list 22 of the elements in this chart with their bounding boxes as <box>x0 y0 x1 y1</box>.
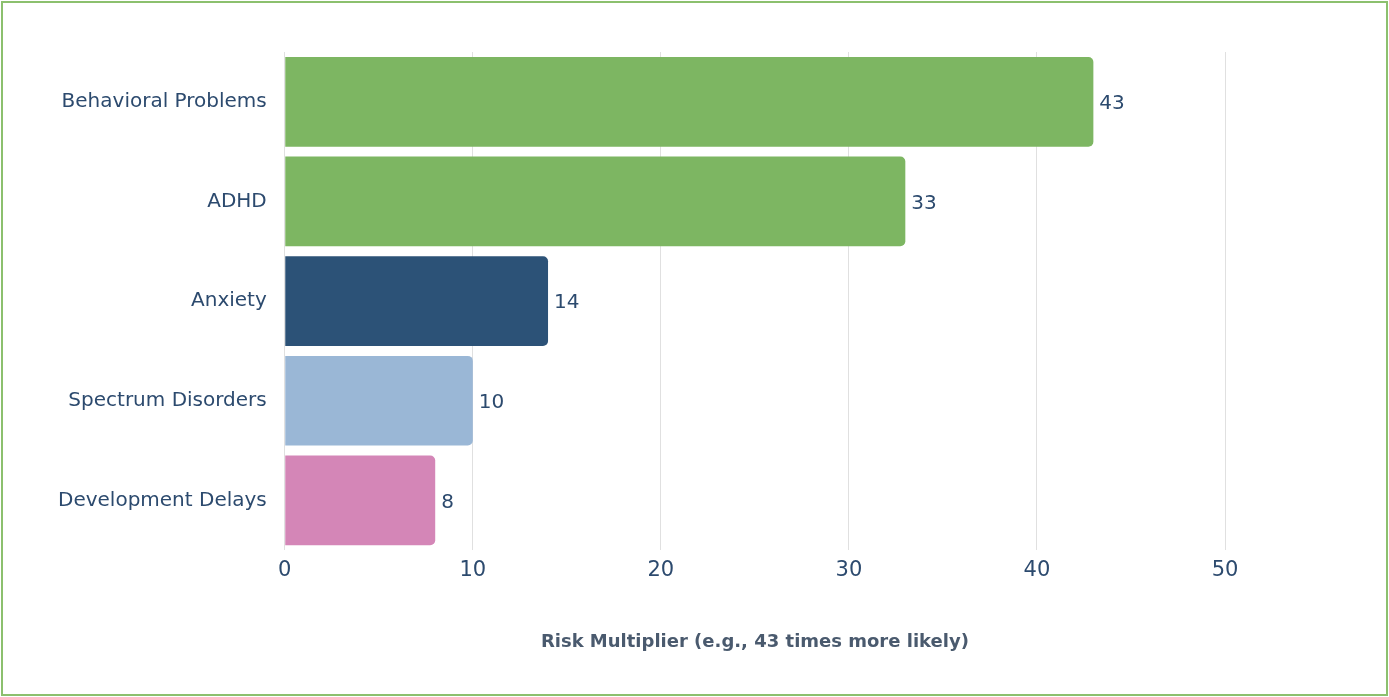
bar <box>285 455 436 546</box>
x-tick-label: 10 <box>459 557 487 582</box>
y-tick-label: ADHD <box>207 187 267 212</box>
data-label: 10 <box>478 388 505 413</box>
y-tick-label: Behavioral Problems <box>61 88 267 113</box>
y-tick-label: Development Delays <box>57 486 267 511</box>
bar <box>285 256 549 346</box>
bar <box>285 56 1094 147</box>
x-tick-label: 0 <box>278 557 292 582</box>
x-tick-label: 30 <box>835 557 863 582</box>
x-tick-label: 40 <box>1023 557 1051 582</box>
bar <box>285 156 906 247</box>
data-label: 33 <box>911 189 937 214</box>
y-tick-label: Spectrum Disorders <box>68 386 267 411</box>
x-axis-title: Risk Multiplier (e.g., 43 times more likely) <box>540 629 969 651</box>
bar <box>285 355 473 446</box>
x-tick-label: 50 <box>1211 557 1239 582</box>
data-label: 43 <box>1099 90 1125 115</box>
y-tick-label: Anxiety <box>191 287 267 312</box>
x-tick-label: 20 <box>647 557 675 582</box>
data-label: 14 <box>554 289 580 314</box>
data-label: 8 <box>441 488 454 513</box>
